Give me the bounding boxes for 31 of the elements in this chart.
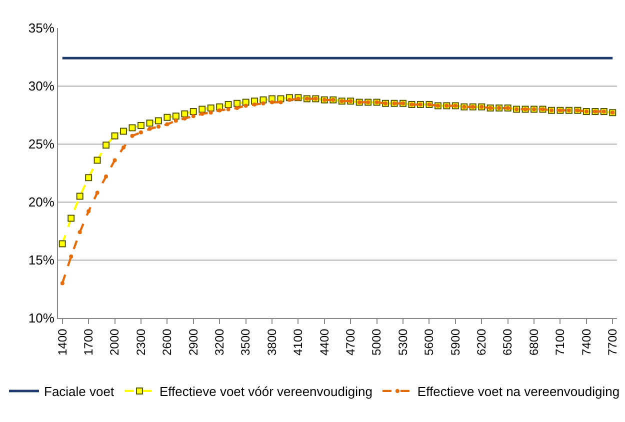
x-tick-label: 3800 xyxy=(264,328,279,356)
x-tick-label: 6800 xyxy=(526,328,541,356)
x-tick-label: 5900 xyxy=(448,328,462,356)
x-tick-label: 1700 xyxy=(81,328,96,356)
x-tick-label: 2900 xyxy=(186,328,200,356)
y-tick-label: 35% xyxy=(28,20,55,36)
x-tick-label: 2300 xyxy=(134,328,148,356)
x-tick-label: 6500 xyxy=(500,328,515,356)
x-tick-label: 5300 xyxy=(396,328,410,356)
x-tick-label: 4100 xyxy=(291,328,306,356)
x-tick-label: 4700 xyxy=(344,328,358,356)
x-tick-label: 7700 xyxy=(606,328,620,356)
x-tick-label: 6200 xyxy=(474,328,489,356)
legend-label: Effectieve voet vóór vereenvoudiging xyxy=(159,384,372,400)
y-tick-label: 15% xyxy=(28,252,55,268)
y-tick-label: 25% xyxy=(28,136,55,152)
x-tick-label: 3500 xyxy=(238,328,253,356)
y-tick-label: 20% xyxy=(28,194,55,210)
x-tick-label: 4400 xyxy=(317,328,332,356)
y-tick-label: 10% xyxy=(28,310,55,326)
x-tick-label: 7400 xyxy=(579,328,594,356)
x-tick-label: 7100 xyxy=(553,328,568,356)
x-tick-label: 2000 xyxy=(108,328,122,356)
x-tick-label: 1400 xyxy=(55,328,70,356)
legend-label: Faciale voet xyxy=(44,384,114,400)
x-tick-label: 3200 xyxy=(212,328,226,356)
x-tick-label: 5600 xyxy=(422,328,436,356)
y-tick-label: 30% xyxy=(28,78,55,94)
x-tick-label: 2600 xyxy=(160,328,174,356)
x-tick-label: 5000 xyxy=(370,328,384,356)
legend-label: Effectieve voet na vereenvoudiging xyxy=(417,384,620,400)
